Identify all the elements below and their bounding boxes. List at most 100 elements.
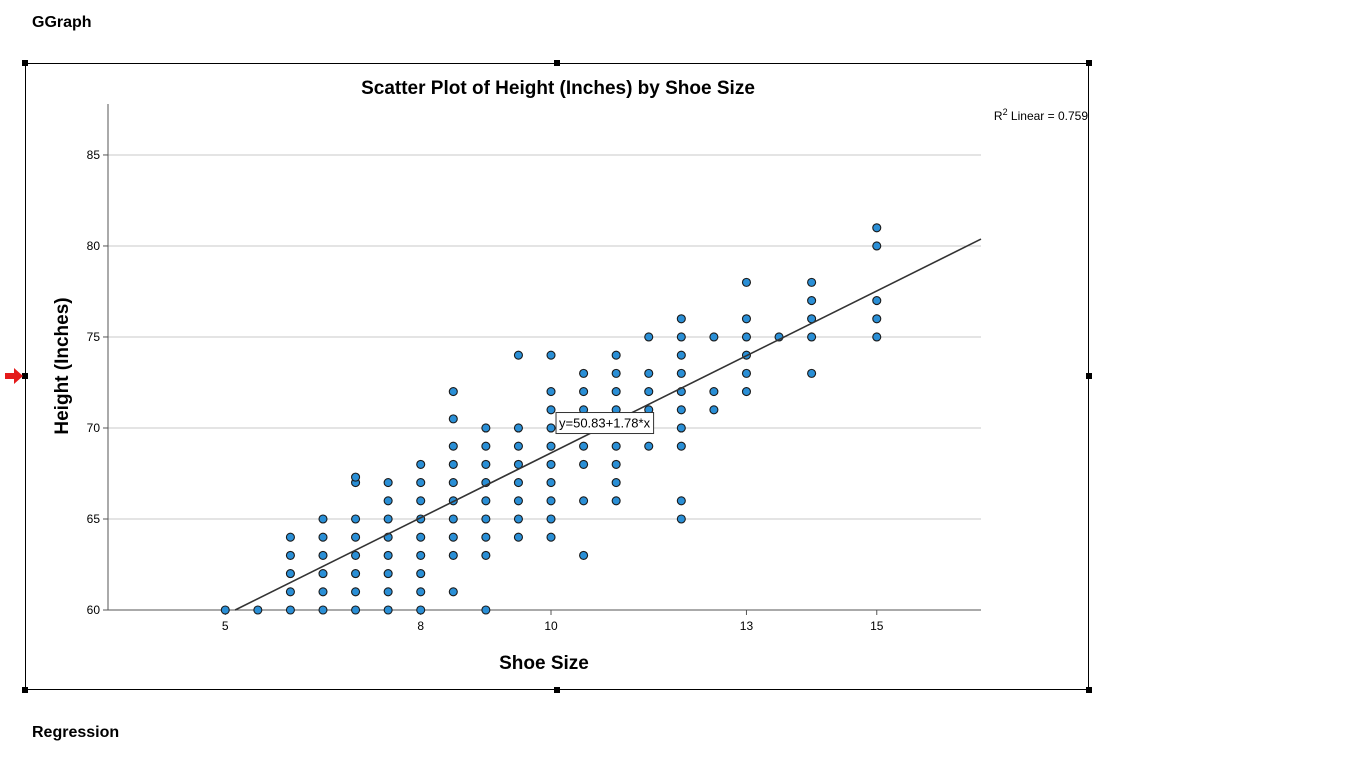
data-point (448, 587, 458, 597)
red-arrow-right-icon (5, 368, 23, 384)
resize-handle-top-right[interactable] (1086, 60, 1092, 66)
data-point (351, 587, 361, 597)
data-point (611, 350, 621, 360)
fit-equation-label[interactable]: y=50.83+1.78*x (555, 412, 655, 435)
data-point (285, 587, 295, 597)
data-point (220, 605, 230, 615)
y-tick-label: 80 (87, 239, 101, 253)
data-point (351, 514, 361, 524)
y-tick-label: 65 (87, 512, 101, 526)
data-point (448, 532, 458, 542)
scatter-chart[interactable]: Scatter Plot of Height (Inches) by Shoe … (26, 64, 1090, 691)
gridlines (108, 154, 981, 520)
r-squared-superscript: 2 (1003, 107, 1008, 117)
data-point (481, 550, 491, 560)
data-point (448, 387, 458, 397)
graph-section-heading: GGraph (32, 14, 92, 31)
data-point (383, 569, 393, 579)
data-point (644, 332, 654, 342)
r-squared-r: R (994, 109, 1003, 123)
resize-handle-middle-right[interactable] (1086, 373, 1092, 379)
data-point (611, 459, 621, 469)
data-point (611, 496, 621, 506)
data-point (676, 368, 686, 378)
data-point (285, 569, 295, 579)
data-point (416, 550, 426, 560)
data-point (546, 441, 556, 451)
resize-handle-bottom-right[interactable] (1086, 687, 1092, 693)
data-point (513, 496, 523, 506)
data-point (513, 478, 523, 488)
resize-handle-middle-left[interactable] (22, 373, 28, 379)
data-point (579, 368, 589, 378)
data-point (285, 605, 295, 615)
data-point (676, 496, 686, 506)
data-point (416, 532, 426, 542)
data-point (872, 296, 882, 306)
data-point (481, 514, 491, 524)
data-point (546, 459, 556, 469)
data-point (481, 459, 491, 469)
x-tick-label: 15 (870, 619, 884, 633)
data-point (676, 314, 686, 324)
data-point (644, 441, 654, 451)
y-tick-label: 85 (87, 148, 101, 162)
data-point (741, 277, 752, 287)
y-tick-label: 70 (87, 421, 101, 435)
data-point (351, 605, 361, 615)
data-point (416, 587, 426, 597)
x-axis-label: Shoe Size (499, 653, 589, 674)
data-point (318, 605, 328, 615)
chart-selection-frame[interactable]: Scatter Plot of Height (Inches) by Shoe … (25, 63, 1089, 690)
data-point (448, 459, 458, 469)
chart-title: Scatter Plot of Height (Inches) by Shoe … (361, 78, 755, 99)
data-point (741, 314, 752, 324)
resize-handle-top-left[interactable] (22, 60, 28, 66)
data-point (611, 387, 621, 397)
y-axis-ticks: 60 65 70 75 80 85 (87, 148, 108, 617)
data-point (546, 478, 556, 488)
data-point (481, 605, 491, 615)
data-point (448, 478, 458, 488)
data-point (351, 472, 361, 482)
fit-equation-text: y=50.83+1.78*x (559, 416, 651, 431)
data-point (546, 423, 556, 433)
data-point (579, 387, 589, 397)
data-point (383, 550, 393, 560)
data-point (807, 368, 817, 378)
data-point (676, 405, 686, 415)
resize-handle-bottom-left[interactable] (22, 687, 28, 693)
data-point (481, 423, 491, 433)
r-squared-label: R2 Linear = 0.759 (994, 107, 1088, 123)
data-point (285, 532, 295, 542)
data-point (481, 532, 491, 542)
data-point (318, 550, 328, 560)
fit-equation-box (555, 412, 655, 435)
data-point (318, 587, 328, 597)
resize-handle-bottom-center[interactable] (554, 687, 560, 693)
data-point (416, 569, 426, 579)
data-point (872, 223, 882, 233)
data-point (872, 314, 882, 324)
data-point (676, 350, 686, 360)
data-point (741, 387, 752, 397)
data-point (676, 514, 686, 524)
data-point (383, 496, 393, 506)
data-point (872, 241, 882, 251)
data-point (676, 332, 686, 342)
data-point (579, 441, 589, 451)
data-point (676, 423, 686, 433)
data-point (513, 532, 523, 542)
data-point (285, 550, 295, 560)
data-point (676, 441, 686, 451)
data-point (546, 405, 556, 415)
resize-handle-top-center[interactable] (554, 60, 560, 66)
data-point (709, 387, 719, 397)
data-point (318, 569, 328, 579)
data-point (318, 514, 328, 524)
data-point (513, 514, 523, 524)
data-point (318, 532, 328, 542)
data-point (579, 459, 589, 469)
data-point (644, 387, 654, 397)
data-point (741, 368, 752, 378)
